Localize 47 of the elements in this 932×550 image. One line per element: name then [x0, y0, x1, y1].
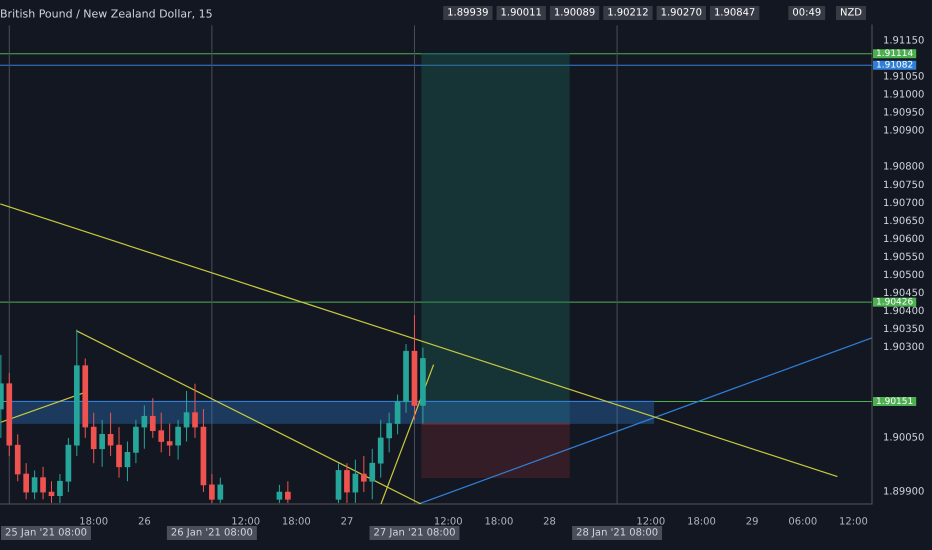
x-tick-label: 18:00: [687, 516, 716, 528]
y-tick-label: 1.90800: [883, 162, 924, 173]
y-tick-label: 1.90500: [883, 270, 924, 282]
chart-title: British Pound / New Zealand Dollar, 15: [0, 7, 213, 20]
x-tick-label: 12:00: [636, 516, 666, 528]
text: NZD: [840, 8, 862, 19]
x-tick-label: 29: [746, 516, 758, 528]
y-tick-label: 1.90950: [883, 108, 924, 119]
y-tick-label: 1.90750: [883, 180, 924, 191]
x-tick-label: 12:00: [434, 516, 463, 528]
text: 1.90212: [607, 8, 649, 19]
y-tick-label: 1.91150: [883, 35, 924, 46]
ref-line-label: 26 Jan '21 08:00: [170, 528, 253, 539]
ref-line-label: 1.90151: [876, 396, 914, 407]
y-tick-label: 1.90650: [883, 216, 924, 227]
y-tick-label: 1.90050: [883, 432, 924, 444]
text: 1.90847: [714, 8, 756, 19]
x-tick-label: 12:00: [839, 516, 868, 528]
text: 1.90089: [554, 8, 596, 19]
y-tick-label: 1.90400: [883, 306, 924, 318]
y-tick-label: 1.90550: [883, 252, 924, 263]
y-tick-label: 1.91000: [883, 89, 924, 100]
x-tick-label: 18:00: [79, 516, 108, 528]
y-tick-label: 1.90300: [883, 342, 924, 354]
x-tick-label: 12:00: [231, 516, 260, 528]
y-tick-label: 1.90600: [883, 234, 924, 245]
x-tick-label: 18:00: [282, 516, 311, 528]
x-tick-label: 27: [340, 516, 354, 528]
ref-line-label: 1.91114: [876, 49, 914, 60]
x-tick-label: 06:00: [788, 516, 818, 528]
y-tick-label: 1.89900: [883, 486, 924, 498]
ref-line-label: 1.90426: [876, 297, 914, 308]
text: 1.89939: [447, 8, 489, 19]
ref-line-label: 28 Jan '21 08:00: [576, 528, 658, 539]
text: 1.90270: [660, 8, 702, 19]
y-tick-label: 1.91050: [883, 71, 924, 82]
y-tick-label: 1.90350: [883, 324, 924, 336]
ref-line-label: 25 Jan '21 08:00: [5, 528, 87, 539]
text: 00:49: [792, 8, 822, 19]
ref-line-label: 27 Jan '21 08:00: [373, 528, 456, 539]
x-tick-label: 28: [543, 516, 556, 528]
ref-line-label: 1.91082: [876, 60, 914, 71]
y-tick-label: 1.90700: [883, 198, 924, 209]
text: 1.90011: [500, 8, 542, 19]
y-tick-label: 1.90900: [883, 126, 924, 137]
x-tick-label: 18:00: [484, 516, 514, 528]
x-tick-label: 26: [138, 516, 151, 528]
